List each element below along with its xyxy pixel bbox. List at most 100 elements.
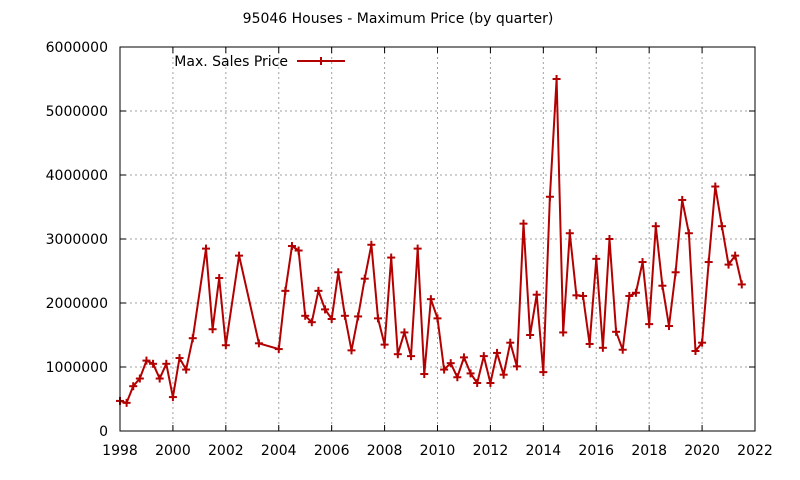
data-point [360, 274, 369, 283]
y-tick-label: 3000000 [46, 232, 108, 248]
data-point [651, 222, 660, 231]
x-tick-label: 2008 [367, 443, 403, 459]
data-point [565, 229, 574, 238]
data-point [307, 318, 316, 327]
axes: 1998 2000 2002 2004 2006 2008 2010 2012 2014 2016… [46, 40, 773, 459]
data-point [254, 339, 263, 348]
data-point [731, 251, 740, 260]
data-point [400, 328, 409, 337]
data-point [506, 338, 515, 347]
data-point [631, 288, 640, 297]
data-point [519, 219, 528, 228]
data-point [612, 327, 621, 336]
y-tick-label: 0 [99, 424, 108, 440]
x-tick-label: 2012 [473, 443, 509, 459]
data-point [380, 340, 389, 349]
data-point [301, 311, 310, 320]
data-point [201, 244, 210, 253]
x-tick-label: 2002 [208, 443, 244, 459]
data-point [135, 374, 144, 383]
data-point [618, 345, 627, 354]
legend-label: Max. Sales Price [174, 54, 288, 70]
data-point [499, 370, 508, 379]
data-point [598, 343, 607, 352]
data-point [539, 368, 548, 377]
data-point [559, 328, 568, 337]
data-point [274, 345, 283, 354]
data-point [182, 365, 191, 374]
data-point [579, 291, 588, 300]
data-point [552, 75, 561, 83]
data-point [698, 338, 707, 347]
data-point [340, 311, 349, 320]
data-point [453, 373, 462, 382]
grid [120, 47, 755, 431]
plot-area [116, 75, 746, 407]
data-point [479, 352, 488, 361]
data-point [168, 393, 177, 402]
data-point [671, 268, 680, 277]
legend: Max. Sales Price [174, 54, 345, 70]
x-tick-label: 2006 [314, 443, 350, 459]
data-point [645, 320, 654, 329]
data-point [235, 251, 244, 260]
data-point [221, 341, 230, 350]
data-point [486, 379, 495, 387]
data-point [287, 242, 296, 251]
x-tick-label: 2016 [578, 443, 614, 459]
data-point [658, 281, 667, 290]
data-point [724, 260, 733, 269]
data-point [717, 222, 726, 231]
data-point [426, 295, 435, 304]
data-point [459, 353, 468, 362]
data-point [129, 382, 138, 391]
x-tick-label: 2020 [684, 443, 720, 459]
data-point [466, 369, 475, 378]
x-tick-label: 2010 [420, 443, 456, 459]
x-tick-label: 2022 [737, 443, 773, 459]
data-point [413, 244, 422, 253]
y-tick-label: 4000000 [46, 168, 108, 184]
data-point [367, 240, 376, 249]
y-tick-label: 6000000 [46, 40, 108, 56]
data-point [387, 253, 396, 262]
data-point [208, 325, 217, 334]
data-point [684, 229, 693, 238]
data-point [122, 398, 131, 407]
data-point [327, 315, 336, 323]
data-point [155, 374, 164, 383]
data-point [393, 350, 402, 359]
data-point [420, 370, 429, 379]
data-point [281, 286, 290, 295]
data-point [373, 314, 382, 323]
data-point [149, 359, 158, 368]
data-point [605, 235, 614, 243]
chart-title: 95046 Houses - Maximum Price (by quarter… [243, 11, 554, 27]
y-tick-label: 1000000 [46, 360, 108, 376]
data-point [545, 192, 554, 201]
legend-marker [317, 57, 325, 65]
data-point [446, 359, 455, 368]
data-point [294, 246, 303, 255]
data-point [592, 254, 601, 263]
data-point [704, 258, 713, 267]
data-point [625, 291, 634, 300]
data-point [433, 314, 442, 323]
data-point [638, 258, 647, 267]
x-tick-label: 1998 [102, 443, 138, 459]
data-point [321, 305, 330, 314]
x-tick-label: 2018 [631, 443, 667, 459]
data-point [526, 331, 535, 339]
plot-frame [119, 46, 756, 432]
data-point [737, 280, 746, 289]
data-point [440, 365, 449, 374]
data-point [347, 346, 356, 355]
data-point [665, 322, 674, 331]
x-tick-label: 2004 [261, 443, 297, 459]
data-point [585, 339, 594, 348]
x-tick-label: 2000 [155, 443, 191, 459]
data-point [142, 356, 151, 365]
data-point [334, 268, 343, 277]
data-point [188, 334, 197, 343]
